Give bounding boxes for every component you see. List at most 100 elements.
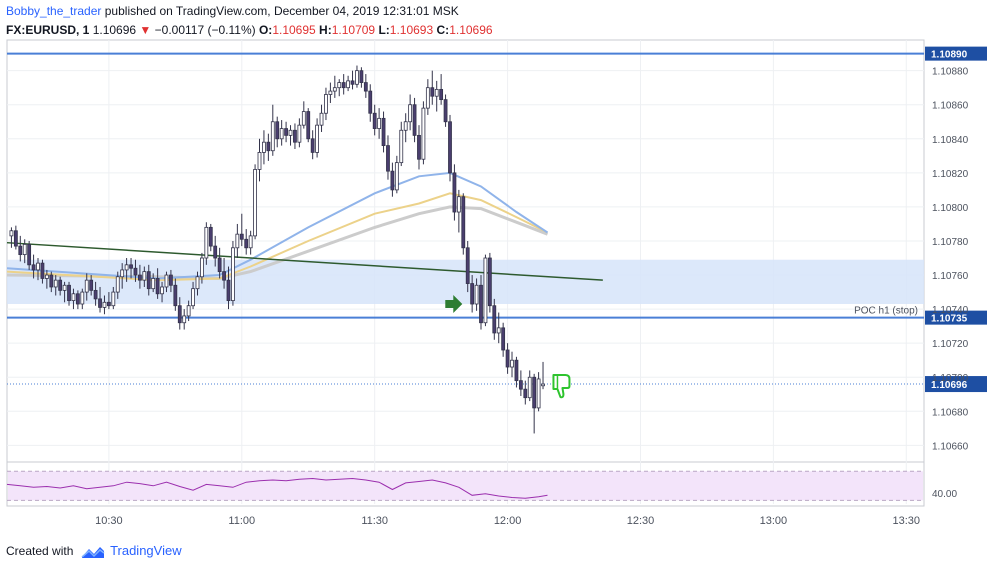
candle-body [142, 271, 147, 281]
candle-body [106, 301, 111, 307]
candle-body [177, 305, 182, 324]
candle-body [27, 243, 32, 266]
symbol-label: FX:EURUSD, 1 [6, 23, 90, 37]
x-tick-label: 11:00 [228, 515, 255, 527]
candle-body [510, 359, 514, 368]
candle-body [18, 245, 23, 256]
x-tick-label: 13:00 [760, 515, 788, 527]
candle-body [377, 117, 382, 129]
candle-body [363, 82, 368, 92]
candle-body [483, 257, 488, 324]
candle-body [235, 233, 240, 249]
candle-body [248, 235, 253, 249]
candle-body [160, 286, 164, 295]
candle-body [102, 301, 107, 308]
candle-body [372, 112, 377, 129]
trendline-layer [6, 241, 603, 281]
candle-body [403, 121, 408, 131]
candle-body [527, 376, 532, 399]
candle-body [231, 247, 235, 301]
level-label-bg [925, 310, 987, 325]
candle-body [448, 121, 452, 174]
candle-body [319, 112, 324, 126]
candle-body [324, 94, 328, 114]
candle-body [53, 279, 58, 288]
candle-body [474, 284, 479, 305]
down-arrow-icon: ▼ [139, 23, 152, 37]
candle-body [310, 138, 315, 153]
levels-layer: 1.10890 1.10735 POC h1 (stop) 1.10696 [7, 46, 987, 393]
y-tick-label: 1.10800 [932, 203, 969, 214]
x-tick-label: 11:30 [361, 515, 388, 527]
close-label: C: [436, 23, 450, 37]
candle-body [36, 262, 40, 271]
candle-body [84, 279, 89, 293]
candle-body [200, 257, 204, 278]
candle-body [204, 226, 209, 259]
ema-blue-line [6, 171, 549, 280]
candle-body [394, 162, 399, 191]
candle-body [222, 271, 226, 281]
candle-body [452, 172, 457, 213]
x-tick-label: 12:00 [494, 515, 522, 527]
y-tick-label: 1.10760 [932, 271, 969, 282]
candle-body [350, 80, 355, 85]
candle-body [505, 349, 510, 368]
low-value: 1.10693 [389, 23, 434, 37]
axes-layer: 1.10880 1.10860 1.10840 1.10820 1.10800 1.107… [95, 67, 968, 527]
y-tick-label: 1.10700 [932, 373, 969, 384]
rsi-band [8, 471, 923, 501]
candles-layer [9, 65, 545, 434]
candle-body [355, 70, 359, 85]
candle-body [89, 279, 94, 291]
candle-body [58, 279, 63, 291]
candle-body [49, 274, 54, 288]
candle-body [146, 271, 151, 290]
candle-body [514, 359, 519, 382]
candle-body [496, 327, 501, 334]
entry-arrow-icon [445, 295, 463, 314]
candle-body [461, 196, 466, 249]
y-tick-label: 1.10840 [932, 135, 969, 146]
candle-body [421, 107, 426, 160]
candle-body [501, 327, 506, 351]
candle-body [31, 264, 36, 271]
x-tick-label: 13:30 [893, 515, 921, 527]
candle-body [439, 88, 444, 101]
candle-body [487, 257, 492, 307]
candle-body [75, 293, 80, 305]
brand-link[interactable]: TradingView [110, 543, 182, 558]
last-price-label-bg [925, 376, 987, 393]
candle-body [239, 233, 244, 240]
candle-body [124, 264, 129, 271]
candle-body [541, 383, 545, 387]
candle-body [306, 111, 311, 140]
candle-body [186, 305, 191, 317]
candle-body [111, 291, 116, 307]
candle-body [328, 90, 333, 95]
level-label: 1.10735 [931, 314, 968, 325]
last-price-label: 1.10696 [931, 380, 968, 391]
close-value: 1.10696 [449, 23, 493, 37]
markers-layer [445, 295, 571, 399]
author-link[interactable]: Bobby_the_trader [6, 4, 102, 18]
candle-body [98, 298, 102, 308]
x-tick-label: 12:30 [627, 515, 655, 527]
candle-body [386, 145, 390, 172]
candle-body [408, 104, 413, 123]
rsi-tick-label: 40.00 [932, 489, 957, 500]
y-tick-label: 1.10740 [932, 305, 969, 316]
candle-body [270, 121, 275, 152]
candle-body [151, 278, 156, 290]
candle-body [164, 274, 169, 288]
published-text: published on TradingView.com, December 0… [104, 4, 459, 18]
candle-body [518, 380, 523, 390]
change-value: −0.00117 (−0.11%) [154, 23, 256, 37]
candle-body [381, 117, 386, 147]
candle-body [80, 291, 85, 305]
x-tick-label: 10:30 [95, 515, 123, 527]
candle-body [417, 134, 421, 160]
rsi-line [6, 477, 548, 499]
y-tick-label: 1.10860 [932, 101, 969, 112]
